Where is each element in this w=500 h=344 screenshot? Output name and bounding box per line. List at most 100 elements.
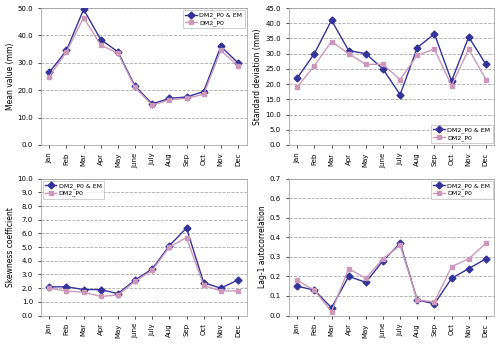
DM2_P0 <box>80 290 86 294</box>
DM2_P0 <box>166 245 172 249</box>
DM2_P0 <box>149 103 155 107</box>
DM2_P0 & EM <box>414 45 420 50</box>
DM2_P0 <box>294 278 300 282</box>
DM2_P0 & EM <box>218 44 224 49</box>
Line: DM2_P0 & EM: DM2_P0 & EM <box>47 226 240 296</box>
DM2_P0 <box>432 300 438 304</box>
DM2_P0 & EM <box>432 32 438 36</box>
Legend: DM2_P0 & EM, DM2_P0: DM2_P0 & EM, DM2_P0 <box>431 125 492 143</box>
DM2_P0 & EM <box>184 226 190 230</box>
DM2_P0 <box>448 84 454 88</box>
DM2_P0 & EM <box>235 61 241 65</box>
DM2_P0 & EM <box>328 306 334 310</box>
DM2_P0 & EM <box>46 70 52 74</box>
Line: DM2_P0 & EM: DM2_P0 & EM <box>47 7 240 106</box>
DM2_P0 <box>46 286 52 290</box>
DM2_P0 & EM <box>397 241 403 245</box>
DM2_P0 & EM <box>80 7 86 11</box>
DM2_P0 & EM <box>312 52 318 56</box>
DM2_P0 & EM <box>346 49 352 53</box>
DM2_P0 <box>466 257 471 261</box>
Line: DM2_P0: DM2_P0 <box>295 39 488 89</box>
DM2_P0 <box>132 279 138 283</box>
DM2_P0 & EM <box>448 276 454 280</box>
DM2_P0 <box>218 289 224 293</box>
Legend: DM2_P0 & EM, DM2_P0: DM2_P0 & EM, DM2_P0 <box>431 181 492 199</box>
DM2_P0 & EM <box>149 267 155 271</box>
Line: DM2_P0: DM2_P0 <box>47 15 240 108</box>
Legend: DM2_P0 & EM, DM2_P0: DM2_P0 & EM, DM2_P0 <box>42 181 104 199</box>
DM2_P0 <box>363 62 369 66</box>
DM2_P0 & EM <box>132 278 138 282</box>
DM2_P0 <box>380 257 386 261</box>
DM2_P0 <box>397 77 403 82</box>
DM2_P0 & EM <box>218 286 224 290</box>
DM2_P0 & EM <box>98 288 103 292</box>
DM2_P0 <box>64 50 70 54</box>
DM2_P0 <box>483 77 489 82</box>
DM2_P0 & EM <box>80 288 86 292</box>
Y-axis label: Skewness coefficient: Skewness coefficient <box>6 207 15 287</box>
DM2_P0 & EM <box>46 285 52 289</box>
DM2_P0 <box>235 64 241 68</box>
DM2_P0 <box>184 96 190 100</box>
DM2_P0 & EM <box>380 67 386 71</box>
DM2_P0 & EM <box>235 278 241 282</box>
DM2_P0 <box>115 293 121 297</box>
DM2_P0 & EM <box>363 52 369 56</box>
DM2_P0 & EM <box>98 37 103 42</box>
Line: DM2_P0: DM2_P0 <box>47 235 240 299</box>
DM2_P0 & EM <box>414 298 420 302</box>
DM2_P0 & EM <box>448 79 454 83</box>
DM2_P0 & EM <box>149 102 155 106</box>
DM2_P0 <box>466 47 471 51</box>
DM2_P0 <box>200 283 206 288</box>
DM2_P0 <box>184 235 190 239</box>
DM2_P0 <box>414 53 420 57</box>
DM2_P0 <box>328 40 334 44</box>
DM2_P0 <box>218 49 224 53</box>
DM2_P0 & EM <box>184 95 190 99</box>
DM2_P0 & EM <box>200 281 206 285</box>
DM2_P0 & EM <box>483 257 489 261</box>
Line: DM2_P0 & EM: DM2_P0 & EM <box>295 18 488 97</box>
DM2_P0 <box>200 92 206 96</box>
DM2_P0 & EM <box>466 267 471 271</box>
DM2_P0 & EM <box>132 84 138 88</box>
DM2_P0 & EM <box>64 49 70 53</box>
DM2_P0 & EM <box>397 93 403 97</box>
DM2_P0 & EM <box>363 280 369 284</box>
DM2_P0 <box>132 85 138 89</box>
DM2_P0 <box>432 47 438 51</box>
DM2_P0 <box>64 289 70 293</box>
DM2_P0 <box>312 64 318 68</box>
DM2_P0 & EM <box>200 89 206 94</box>
DM2_P0 <box>328 310 334 314</box>
Line: DM2_P0: DM2_P0 <box>295 241 488 314</box>
DM2_P0 & EM <box>432 302 438 306</box>
DM2_P0 <box>483 241 489 245</box>
DM2_P0 <box>346 267 352 271</box>
DM2_P0 & EM <box>312 288 318 292</box>
DM2_P0 & EM <box>294 284 300 288</box>
DM2_P0 & EM <box>166 244 172 248</box>
DM2_P0 <box>363 276 369 280</box>
DM2_P0 & EM <box>380 259 386 263</box>
DM2_P0 & EM <box>483 62 489 66</box>
DM2_P0 <box>235 289 241 293</box>
DM2_P0 & EM <box>64 285 70 289</box>
DM2_P0 <box>149 268 155 272</box>
DM2_P0 & EM <box>346 275 352 279</box>
DM2_P0 <box>294 85 300 89</box>
DM2_P0 & EM <box>466 35 471 39</box>
DM2_P0 <box>98 294 103 299</box>
Y-axis label: Mean value (mm): Mean value (mm) <box>6 43 15 110</box>
DM2_P0 & EM <box>115 292 121 296</box>
DM2_P0 <box>380 62 386 66</box>
DM2_P0 <box>166 98 172 102</box>
DM2_P0 & EM <box>166 96 172 100</box>
Legend: DM2_P0 & EM, DM2_P0: DM2_P0 & EM, DM2_P0 <box>183 10 244 28</box>
DM2_P0 & EM <box>115 50 121 54</box>
DM2_P0 <box>397 243 403 247</box>
DM2_P0 <box>80 15 86 20</box>
